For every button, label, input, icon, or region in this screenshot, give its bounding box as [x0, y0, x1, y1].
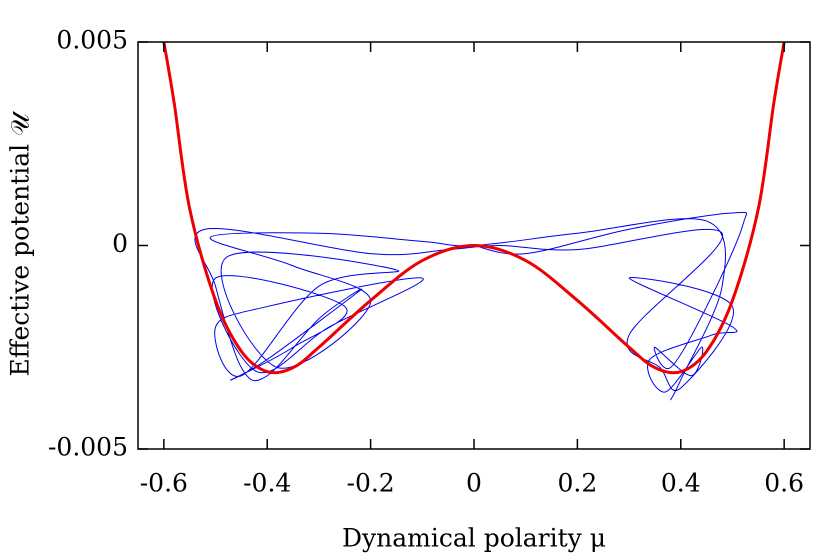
y-tick-label: -0.005: [48, 433, 128, 462]
y-tick-label: 0.005: [56, 26, 128, 55]
x-tick-label: -0.6: [140, 469, 188, 498]
y-axis-label: Effective potential 𝒰: [6, 110, 35, 377]
trajectory: [194, 211, 747, 401]
x-axis-label: Dynamical polarity μ: [342, 524, 606, 553]
x-tick-label: 0.4: [661, 469, 701, 498]
x-tick-label: -0.2: [347, 469, 395, 498]
x-tick-label: 0.2: [558, 469, 598, 498]
x-tick-label: 0.6: [764, 469, 804, 498]
y-tick-label: 0: [112, 229, 128, 258]
x-tick-label: -0.4: [243, 469, 291, 498]
x-tick-label: 0: [466, 469, 482, 498]
potential-curve: [162, 42, 786, 375]
plot-area: [162, 42, 786, 401]
